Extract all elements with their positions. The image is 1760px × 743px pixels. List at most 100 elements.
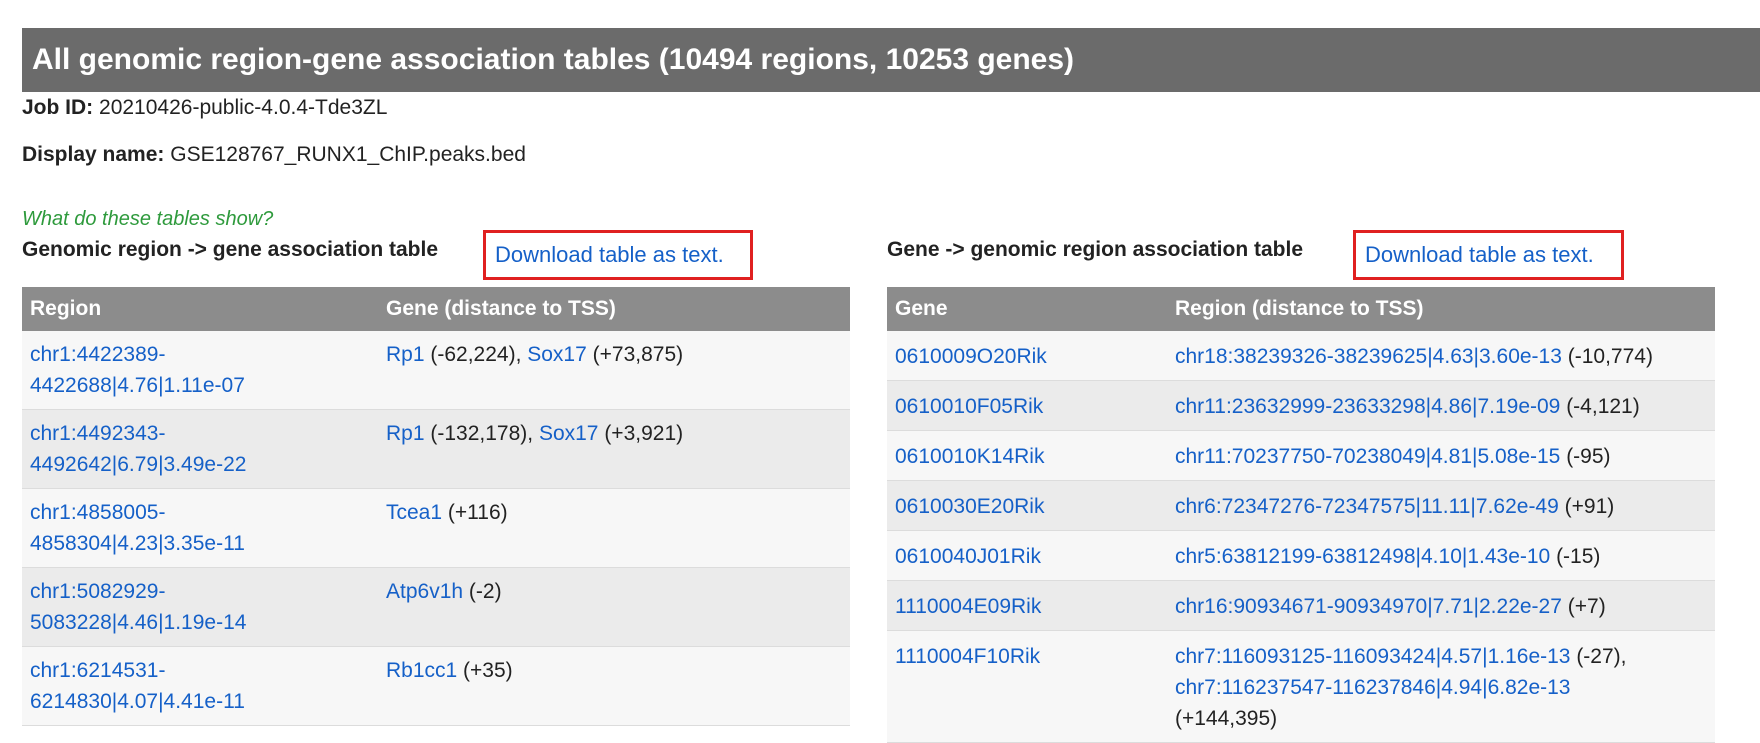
gene-link[interactable]: 0610010F05Rik (895, 395, 1044, 418)
region-link[interactable]: chr1:4422389- 4422688|4.76|1.11e-07 (30, 343, 245, 397)
gene-cell: Tcea1 (+116) (378, 488, 850, 568)
distance-to-tss: (-62,224), (424, 343, 528, 366)
region-link[interactable]: chr1:5082929- 5083228|4.46|1.19e-14 (30, 580, 247, 634)
gene-cell: 0610010K14Rik (887, 430, 1167, 481)
download-region-gene-link[interactable]: Download table as text. (483, 230, 753, 280)
region-link[interactable]: chr18:38239326-38239625|4.63|3.60e-13 (1175, 345, 1562, 368)
table-row: 0610030E20Rik chr6:72347276-72347575|11.1… (887, 480, 1715, 531)
distance-to-tss: (-2) (463, 580, 502, 603)
distance-to-tss: (-15) (1550, 545, 1601, 568)
distance-to-tss: (-132,178), (424, 422, 539, 445)
region-cell: chr11:70237750-70238049|4.81|5.08e-15 (-… (1167, 430, 1715, 481)
gene-link[interactable]: Rb1cc1 (386, 659, 458, 682)
column-header-gene[interactable]: Gene (distance to TSS) (378, 287, 850, 331)
gene-link[interactable]: Tcea1 (386, 501, 443, 524)
region-gene-table-title: Genomic region -> gene association table (22, 238, 439, 261)
job-id-value: 20210426-public-4.0.4-Tde3ZL (99, 96, 388, 119)
display-name: Display name: GSE128767_RUNX1_ChIP.peaks… (22, 143, 526, 167)
gene-cell: Rb1cc1 (+35) (378, 646, 850, 726)
table-row: 0610009O20Rik chr18:38239326-38239625|4.6… (887, 331, 1715, 381)
distance-to-tss: (+91) (1558, 495, 1615, 518)
region-cell: chr11:23632999-23633298|4.86|7.19e-09 (-… (1167, 380, 1715, 431)
distance-to-tss: (+7) (1561, 595, 1606, 618)
download-gene-region-link[interactable]: Download table as text. (1353, 230, 1624, 280)
help-link[interactable]: What do these tables show? (22, 208, 274, 230)
gene-region-table: Gene Region (distance to TSS) 0610009O20… (887, 287, 1715, 743)
table-header-row: Region Gene (distance to TSS) (22, 287, 850, 331)
table-row: 1110004E09Rik chr16:90934671-90934970|7.7… (887, 580, 1715, 631)
region-cell: chr1:6214531- 6214830|4.07|4.41e-11 (22, 646, 378, 726)
gene-cell: Rp1 (-62,224), Sox17 (+73,875) (378, 331, 850, 410)
gene-cell: Atp6v1h (-2) (378, 567, 850, 647)
gene-link[interactable]: 1110004E09Rik (895, 595, 1042, 618)
region-cell: chr5:63812199-63812498|4.10|1.43e-10 (-1… (1167, 530, 1715, 581)
region-link[interactable]: chr16:90934671-90934970|7.71|2.22e-27 (1175, 595, 1562, 618)
gene-link[interactable]: 0610030E20Rik (895, 495, 1045, 518)
region-cell: chr1:4858005- 4858304|4.23|3.35e-11 (22, 488, 378, 568)
region-link[interactable]: chr1:4858005- 4858304|4.23|3.35e-11 (30, 501, 245, 555)
column-header-gene[interactable]: Gene (887, 287, 1167, 331)
table-header-row: Gene Region (distance to TSS) (887, 287, 1715, 331)
gene-link[interactable]: Sox17 (538, 422, 599, 445)
job-id: Job ID: 20210426-public-4.0.4-Tde3ZL (22, 96, 387, 120)
gene-link[interactable]: Atp6v1h (386, 580, 464, 603)
display-name-value: GSE128767_RUNX1_ChIP.peaks.bed (170, 143, 526, 166)
gene-cell: 0610030E20Rik (887, 480, 1167, 531)
page: All genomic region-gene association tabl… (22, 28, 1760, 743)
gene-link[interactable]: Rp1 (386, 343, 425, 366)
gene-region-table-title: Gene -> genomic region association table (887, 238, 1304, 261)
region-link[interactable]: chr6:72347276-72347575|11.11|7.62e-49 (1175, 495, 1559, 518)
gene-cell: 0610040J01Rik (887, 530, 1167, 581)
gene-link[interactable]: 1110004F10Rik (895, 645, 1041, 668)
display-name-label: Display name: (22, 143, 165, 166)
table-row: chr1:5082929- 5083228|4.46|1.19e-14 Atp6v1… (22, 567, 850, 647)
table-row: 0610040J01Rik chr5:63812199-63812498|4.10… (887, 530, 1715, 581)
distance-to-tss: (-27), (1570, 645, 1627, 668)
distance-to-tss: (+3,921) (598, 422, 684, 445)
region-link[interactable]: chr1:6214531- 6214830|4.07|4.41e-11 (30, 659, 245, 713)
region-cell: chr1:4422389- 4422688|4.76|1.11e-07 (22, 331, 378, 410)
gene-cell: 1110004E09Rik (887, 580, 1167, 631)
distance-to-tss: (-10,774) (1561, 345, 1653, 368)
table-row: chr1:4858005- 4858304|4.23|3.35e-11 Tcea1 … (22, 488, 850, 568)
region-link[interactable]: chr11:23632999-23633298|4.86|7.19e-09 (1175, 395, 1561, 418)
gene-link[interactable]: Sox17 (527, 343, 587, 366)
region-link[interactable]: chr7:116093125-116093424|4.57|1.16e-13 (1175, 645, 1571, 668)
region-gene-table-body: chr1:4422389- 4422688|4.76|1.11e-07 Rp1 (-… (22, 331, 850, 726)
region-cell: chr16:90934671-90934970|7.71|2.22e-27 (+… (1167, 580, 1715, 631)
distance-to-tss: (+144,395) (1175, 707, 1278, 730)
job-id-label: Job ID: (22, 96, 94, 119)
table-row: 0610010K14Rik chr11:70237750-70238049|4.8… (887, 430, 1715, 481)
distance-to-tss: (+116) (442, 501, 508, 524)
table-row: chr1:4492343- 4492642|6.79|3.49e-22 Rp1 (-… (22, 409, 850, 489)
gene-link[interactable]: 0610010K14Rik (895, 445, 1045, 468)
region-link[interactable]: chr7:116237547-116237846|4.94|6.82e-13 (1175, 676, 1571, 699)
region-cell: chr1:5082929- 5083228|4.46|1.19e-14 (22, 567, 378, 647)
gene-cell: 1110004F10Rik (887, 630, 1167, 743)
table-row: 0610010F05Rik chr11:23632999-23633298|4.8… (887, 380, 1715, 431)
distance-to-tss: (-4,121) (1560, 395, 1640, 418)
gene-cell: 0610010F05Rik (887, 380, 1167, 431)
region-cell: chr18:38239326-38239625|4.63|3.60e-13 (-… (1167, 331, 1715, 381)
page-title: All genomic region-gene association tabl… (22, 28, 1760, 92)
gene-region-table-body: 0610009O20Rik chr18:38239326-38239625|4.6… (887, 331, 1715, 743)
table-row: chr1:4422389- 4422688|4.76|1.11e-07 Rp1 (-… (22, 331, 850, 410)
distance-to-tss: (+35) (457, 659, 513, 682)
column-header-region[interactable]: Region (22, 287, 378, 331)
distance-to-tss: (+73,875) (586, 343, 684, 366)
table-row: 1110004F10Rik chr7:116093125-116093424|4.… (887, 630, 1715, 743)
distance-to-tss: (-95) (1560, 445, 1611, 468)
region-link[interactable]: chr11:70237750-70238049|4.81|5.08e-15 (1175, 445, 1561, 468)
gene-link[interactable]: Rp1 (386, 422, 425, 445)
region-cell: chr7:116093125-116093424|4.57|1.16e-13 (… (1167, 630, 1715, 743)
gene-cell: 0610009O20Rik (887, 331, 1167, 381)
table-row: chr1:6214531- 6214830|4.07|4.41e-11 Rb1cc1… (22, 646, 850, 726)
gene-cell: Rp1 (-132,178), Sox17 (+3,921) (378, 409, 850, 489)
region-link[interactable]: chr5:63812199-63812498|4.10|1.43e-10 (1175, 545, 1551, 568)
gene-link[interactable]: 0610040J01Rik (895, 545, 1041, 568)
region-gene-table: Region Gene (distance to TSS) chr1:44223… (22, 287, 850, 726)
region-link[interactable]: chr1:4492343- 4492642|6.79|3.49e-22 (30, 422, 247, 476)
region-cell: chr6:72347276-72347575|11.11|7.62e-49 (+… (1167, 480, 1715, 531)
gene-link[interactable]: 0610009O20Rik (895, 345, 1047, 368)
column-header-region[interactable]: Region (distance to TSS) (1167, 287, 1715, 331)
